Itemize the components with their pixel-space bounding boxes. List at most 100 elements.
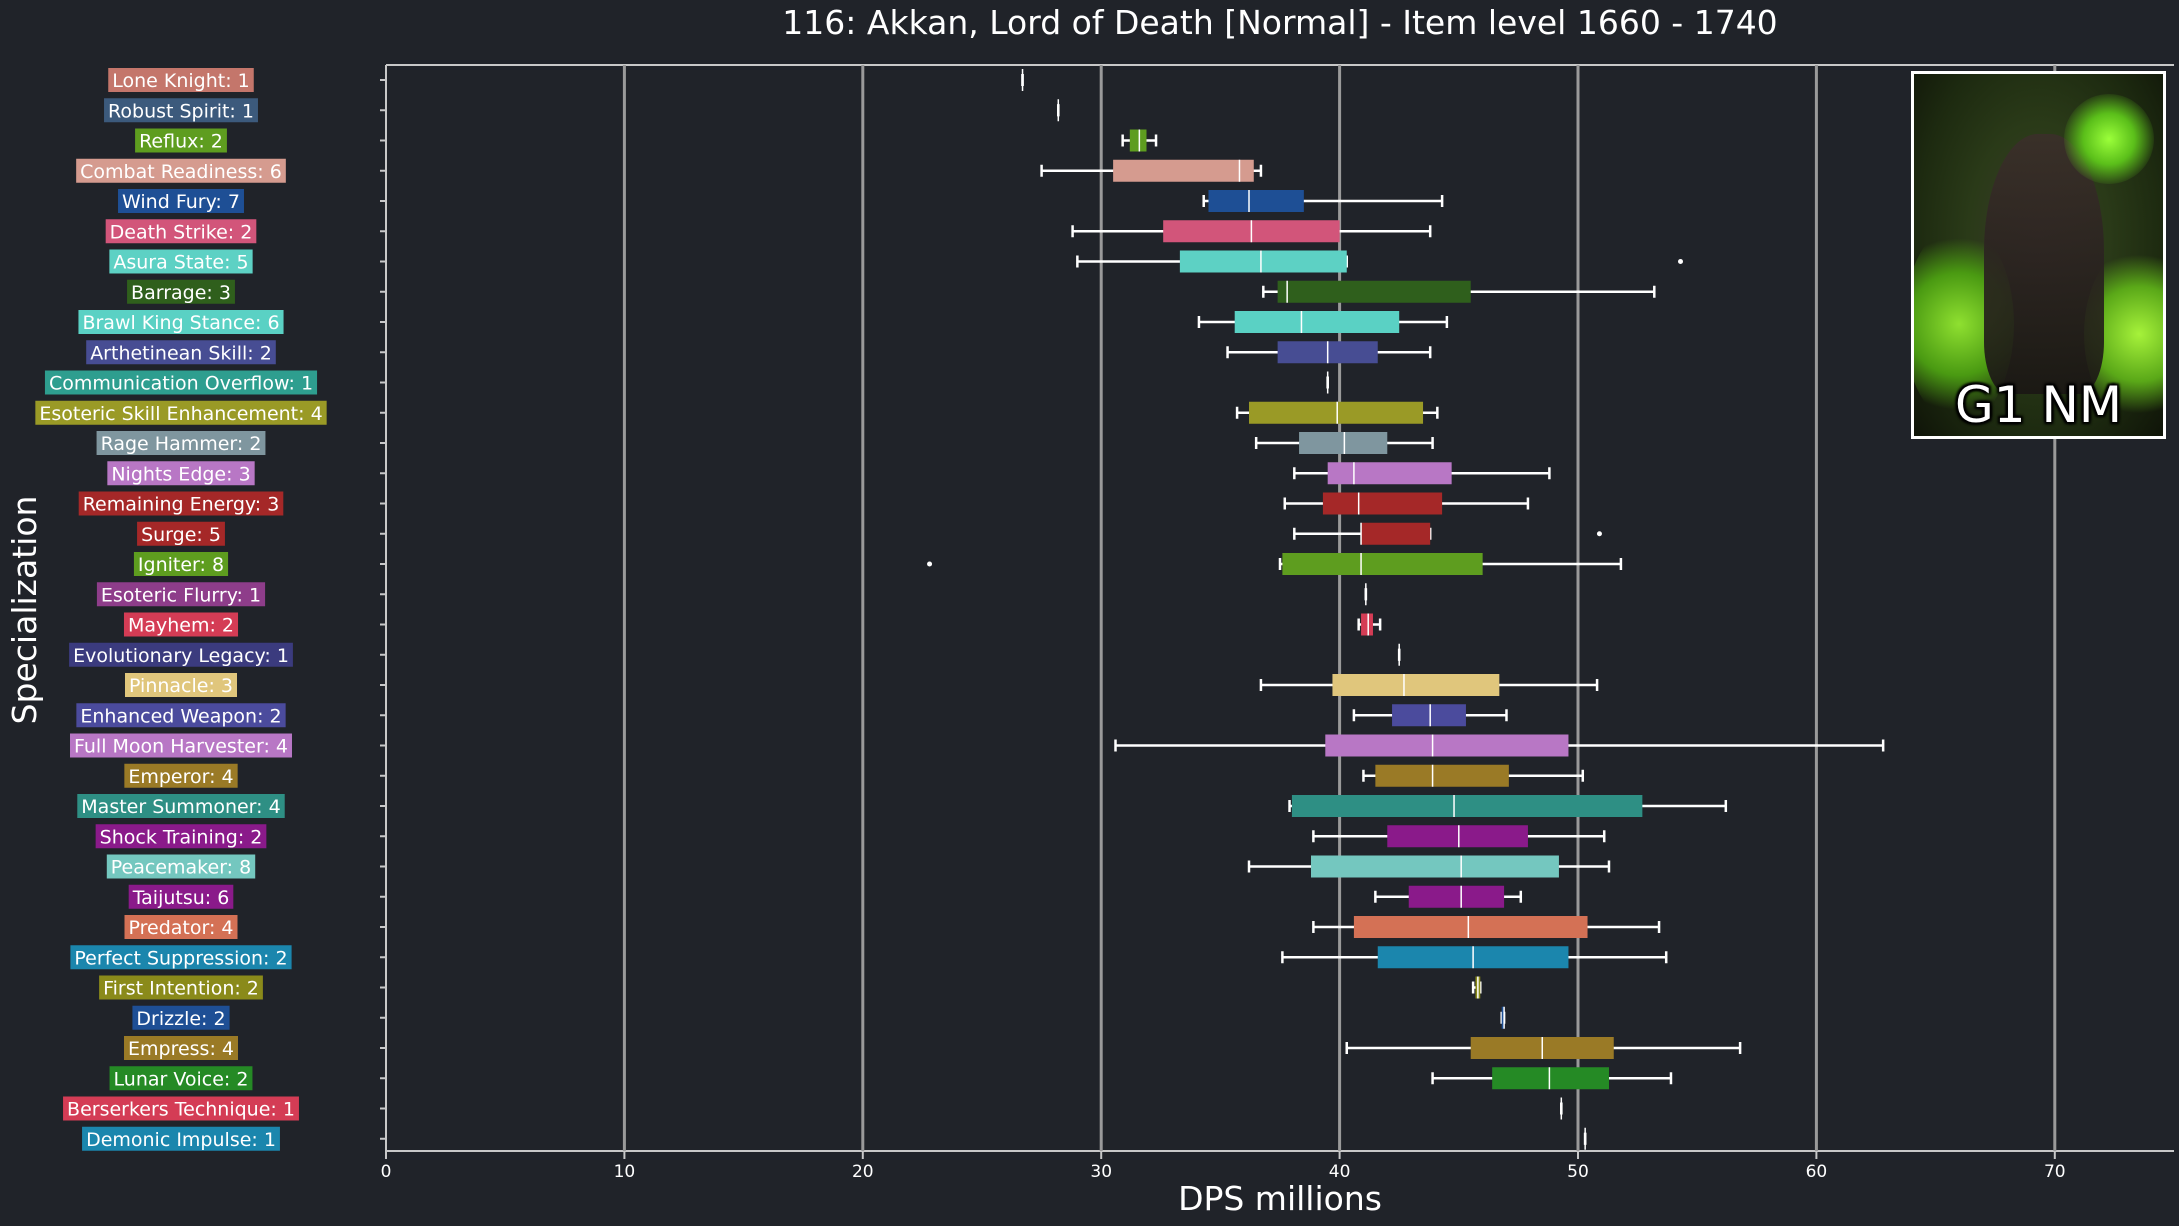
- y-tick-label: Esoteric Flurry: 1: [96, 582, 266, 607]
- specialization-label: Barrage: 3: [131, 282, 231, 304]
- box-full-moon-harvester: [1114, 734, 1885, 757]
- y-tick-label: Perfect Suppression: 2: [70, 945, 292, 970]
- boss-portrait: G1 NM: [1911, 71, 2166, 439]
- y-tick-label: Empress: 4: [124, 1036, 238, 1060]
- box-iqr: [1408, 885, 1505, 908]
- box-empress: [1345, 1037, 1742, 1059]
- box-iqr: [1234, 311, 1400, 333]
- specialization-label: Enhanced Weapon: 2: [80, 705, 281, 727]
- outlier-point: [1678, 259, 1684, 264]
- specialization-label: Lunar Voice: 2: [114, 1068, 249, 1090]
- specialization-label: Full Moon Harvester: 4: [74, 736, 288, 758]
- y-tick-label: Wind Fury: 7: [118, 189, 244, 213]
- y-tick-label: Lone Knight: 1: [108, 68, 254, 92]
- x-tick-label: 20: [852, 1162, 874, 1182]
- specialization-label-bg: [118, 189, 244, 213]
- y-tick-label: Lunar Voice: 2: [109, 1066, 253, 1091]
- box-iqr: [1361, 522, 1431, 545]
- specialization-label: Drizzle: 2: [136, 1008, 225, 1030]
- box-lunar-voice: [1431, 1067, 1673, 1090]
- y-tick-label: Barrage: 3: [127, 279, 235, 304]
- box-iqr: [1325, 734, 1569, 757]
- box-enhanced-weapon: [1352, 704, 1508, 727]
- box-iqr: [1179, 250, 1347, 273]
- box-esoteric-skill-enhancement: [1235, 401, 1439, 424]
- specialization-label-bg: [105, 219, 257, 244]
- y-axis-label: Specialization: [5, 496, 44, 725]
- box-predator: [1312, 916, 1661, 938]
- box-rage-hammer: [1254, 432, 1434, 454]
- y-tick-label: Master Summoner: 4: [77, 794, 285, 818]
- box-taijutsu: [1374, 885, 1523, 908]
- specialization-label-bg: [137, 521, 225, 546]
- specialization-label-bg: [44, 370, 318, 395]
- y-tick-label: Esoteric Skill Enhancement: 4: [35, 400, 327, 425]
- grid-lines: [622, 65, 2057, 1151]
- specialization-label: Berserkers Technique: 1: [67, 1099, 295, 1121]
- y-tick-label: Combat Readiness: 6: [76, 158, 286, 183]
- x-tick-label: 70: [2044, 1162, 2066, 1182]
- box-iqr: [1501, 1006, 1505, 1029]
- y-tick-label: Demonic Impulse: 1: [82, 1126, 280, 1151]
- specialization-label: Esoteric Flurry: 1: [101, 584, 261, 606]
- specialization-label-bg: [107, 461, 255, 486]
- specialization-label: First Intention: 2: [103, 978, 259, 1000]
- box-shock-training: [1312, 825, 1606, 848]
- box-first-intention: [1471, 976, 1482, 999]
- y-tick-label: Rage Hammer: 2: [96, 431, 266, 455]
- box-brawl-king-stance: [1197, 311, 1449, 333]
- box-iqr: [1322, 492, 1443, 515]
- specialization-label-bg: [70, 733, 292, 758]
- specialization-label: Asura State: 5: [113, 252, 248, 274]
- box-surge: [1293, 522, 1602, 545]
- x-tick-label: 60: [1806, 1162, 1828, 1182]
- specialization-label-bg: [125, 673, 237, 697]
- portrait-label: G1 NM: [1955, 376, 2122, 434]
- specialization-label-bg: [123, 612, 239, 637]
- specialization-label: Surge: 5: [141, 524, 221, 546]
- y-tick-label: Emperor: 4: [124, 763, 238, 788]
- box-iqr: [1208, 190, 1304, 212]
- specialization-label-bg: [124, 763, 238, 788]
- y-tick-label: Peacemaker: 8: [106, 854, 256, 879]
- box-mayhem: [1357, 613, 1382, 636]
- box-iqr: [1492, 1067, 1609, 1090]
- y-tick-label: Arthetinean Skill: 2: [86, 340, 276, 365]
- box-asura-state: [1076, 250, 1684, 273]
- box-iqr: [1353, 916, 1588, 938]
- box-master-summoner: [1288, 795, 1728, 817]
- y-tick-label: Shock Training: 2: [95, 824, 267, 849]
- portrait-glow: [2064, 94, 2154, 184]
- specialization-label: Combat Readiness: 6: [80, 161, 282, 183]
- x-tick-label: 50: [1567, 1162, 1589, 1182]
- specialization-label-bg: [124, 1036, 238, 1060]
- specialization-label: Rage Hammer: 2: [101, 433, 262, 455]
- specialization-label-bg: [132, 1005, 230, 1030]
- specialization-label-bg: [104, 98, 258, 123]
- specialization-label-bg: [108, 68, 254, 92]
- specialization-label-bg: [124, 915, 238, 939]
- box-wind-fury: [1202, 190, 1444, 212]
- specialization-label: Pinnacle: 3: [129, 675, 233, 697]
- y-tick-label: Asura State: 5: [109, 249, 253, 274]
- box-nights-edge: [1293, 462, 1551, 485]
- x-tick-label: 30: [1090, 1162, 1112, 1182]
- box-iqr: [1113, 159, 1254, 182]
- specialization-label: Communication Overflow: 1: [49, 373, 313, 395]
- specialization-label-bg: [69, 642, 293, 667]
- specialization-label: Wind Fury: 7: [122, 191, 240, 213]
- y-tick-label: Surge: 5: [137, 521, 225, 546]
- box-iqr: [1277, 280, 1471, 303]
- chart-title: 116: Akkan, Lord of Death [Normal] - Ite…: [782, 3, 1777, 42]
- specialization-label: Predator: 4: [129, 917, 234, 939]
- specialization-label: Remaining Energy: 3: [83, 494, 280, 516]
- y-tick-label: Brawl King Stance: 6: [78, 310, 284, 334]
- box-iqr: [1310, 855, 1559, 878]
- outlier-point: [927, 561, 933, 567]
- specialization-label-bg: [96, 431, 266, 455]
- x-axis-label: DPS millions: [1178, 1179, 1382, 1218]
- specialization-label: Lone Knight: 1: [112, 70, 250, 92]
- specialization-label: Nights Edge: 3: [111, 463, 250, 485]
- specialization-label-bg: [78, 491, 284, 516]
